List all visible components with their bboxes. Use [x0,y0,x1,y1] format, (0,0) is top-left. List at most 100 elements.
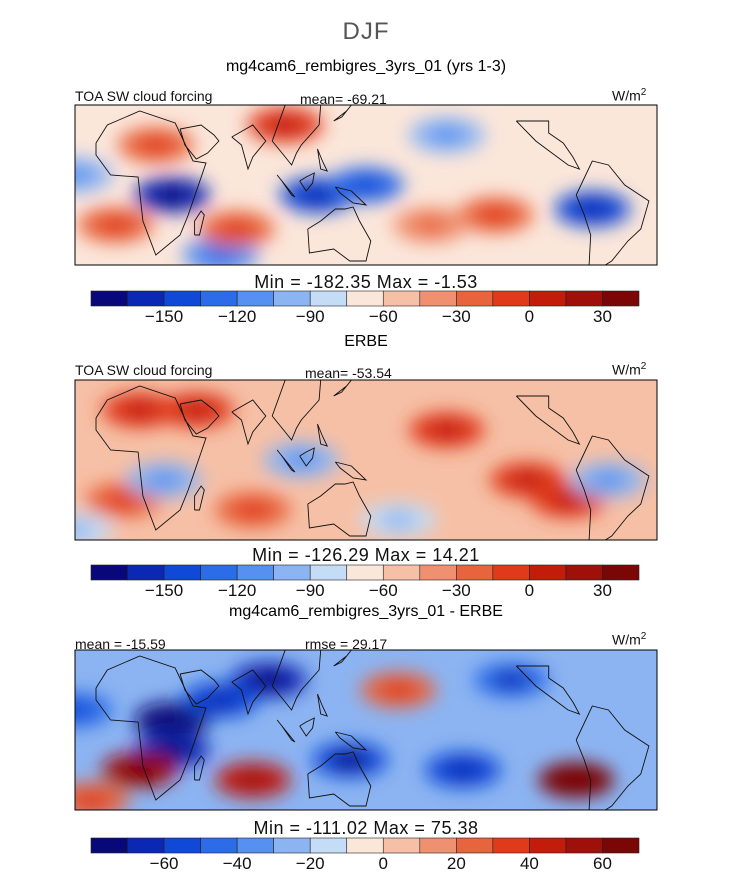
coastline [307,481,372,537]
coastline [307,206,372,262]
coastline [515,395,581,445]
colorbar-swatch [529,564,567,581]
coastline [317,423,329,447]
colorbar-tick-label: −150 [145,581,183,600]
map-panel-1 [74,104,658,266]
field-feature-core [75,166,93,184]
colorbar-swatch [565,564,603,581]
field-feature-core [75,701,93,719]
colorbar-tick-label: −20 [296,854,325,873]
map-panel-3 [74,649,658,811]
panel-1-units: W/m2 [612,87,647,104]
colorbar-tick-label: −90 [296,581,325,600]
map-frame [74,104,658,266]
coastline [194,755,205,781]
colorbar-swatch [309,290,348,307]
panel-2-units: W/m2 [612,361,647,378]
colorbar-swatch [236,290,274,307]
colorbar-swatch [200,564,238,581]
panel-3-rmse: rmse = 29.17 [305,636,388,652]
field-feature-core [234,501,271,519]
panel-3-mean: mean = -15.59 [75,636,166,652]
panel-3-units: W/m2 [612,631,647,648]
panel-3-minmax: Min = -111.02 Max = 75.38 [253,818,479,838]
panel-1-title: mg4cam6_rembigres_3yrs_01 (yrs 1-3) [225,58,507,75]
colorbar-swatch [565,290,603,307]
coastline [333,380,352,397]
field-feature-core [145,471,182,489]
coastline [307,751,372,807]
panel-1-variable: TOA SW cloud forcing [75,88,213,104]
colorbar-swatch [273,290,311,307]
field-feature-core [558,771,595,789]
panel-2-title: ERBE [344,333,388,350]
colorbar-swatch [602,290,640,307]
coastline [271,380,322,441]
colorbar-tick-label: 30 [593,581,612,600]
colorbar-swatch [163,290,201,307]
season-title: DJF [342,18,390,45]
colorbar-tick-label: 30 [593,307,612,326]
colorbar-swatch [382,564,421,581]
colorbar-swatch [346,290,384,307]
colorbar-2: −150 −120 −90 −60 −30 0 30 [90,564,640,600]
coastline [95,655,207,801]
coastline [317,693,329,717]
coastline [95,385,207,531]
coastline [271,105,322,166]
colorbar-swatch [492,837,530,854]
field-feature-core [299,186,336,204]
colorbar-swatch [456,837,494,854]
colorbar-swatch [127,564,165,581]
colorbar-swatch [90,564,128,581]
coastline [334,186,368,206]
field-feature-core [75,791,110,809]
colorbar-tick-label: 40 [520,854,539,873]
coastline [317,148,329,172]
field-feature-core [137,136,174,154]
colorbar-swatch [236,837,274,854]
colorbar-tick-label: −30 [442,307,471,326]
panel-3-title: mg4cam6_rembigres_3yrs_01 - ERBE [229,603,503,620]
field-feature-core [218,220,255,238]
colorbar-swatch [492,564,530,581]
field-feature-core [477,206,514,224]
field-feature-core [509,471,546,489]
coastline [575,435,650,540]
coastline [334,731,368,751]
panel-2-variable: TOA SW cloud forcing [75,362,213,378]
coastline [231,399,267,446]
field-feature-core [428,421,465,439]
colorbar-tick-label: 0 [379,854,388,873]
coastline [95,110,207,256]
field-feature-neg [75,692,113,728]
colorbar-swatch [200,290,238,307]
panel-1-minmax: Min = -182.35 Max = -1.53 [254,272,478,292]
colorbar-tick-label: 0 [525,307,534,326]
colorbar-swatch [419,837,457,854]
field-feature-core [348,176,384,194]
colorbar-swatch [236,564,274,581]
colorbar-tick-label: −120 [218,307,256,326]
coastline [334,461,368,481]
field-feature-core [121,761,158,779]
colorbar-1: −150 −120 −90 −60 −30 0 30 [90,290,640,326]
map-frame [74,379,658,541]
coastline [276,719,296,743]
colorbar-swatch [565,837,603,854]
colorbar-swatch [602,837,640,854]
field-feature-core [121,401,158,419]
coastline [179,669,220,705]
coastline [194,485,205,511]
colorbar-swatch [200,837,238,854]
field-feature-core [283,451,320,469]
field-feature-core [75,521,93,539]
colorbar-tick-label: −60 [369,307,398,326]
field-feature-core [202,691,239,709]
field-feature-core [493,671,530,689]
field-feature-core [154,186,190,204]
field-feature-core [97,216,134,234]
coastlines [95,105,650,265]
field-feature-core [590,471,627,489]
colorbar-tick-label: −90 [296,307,325,326]
